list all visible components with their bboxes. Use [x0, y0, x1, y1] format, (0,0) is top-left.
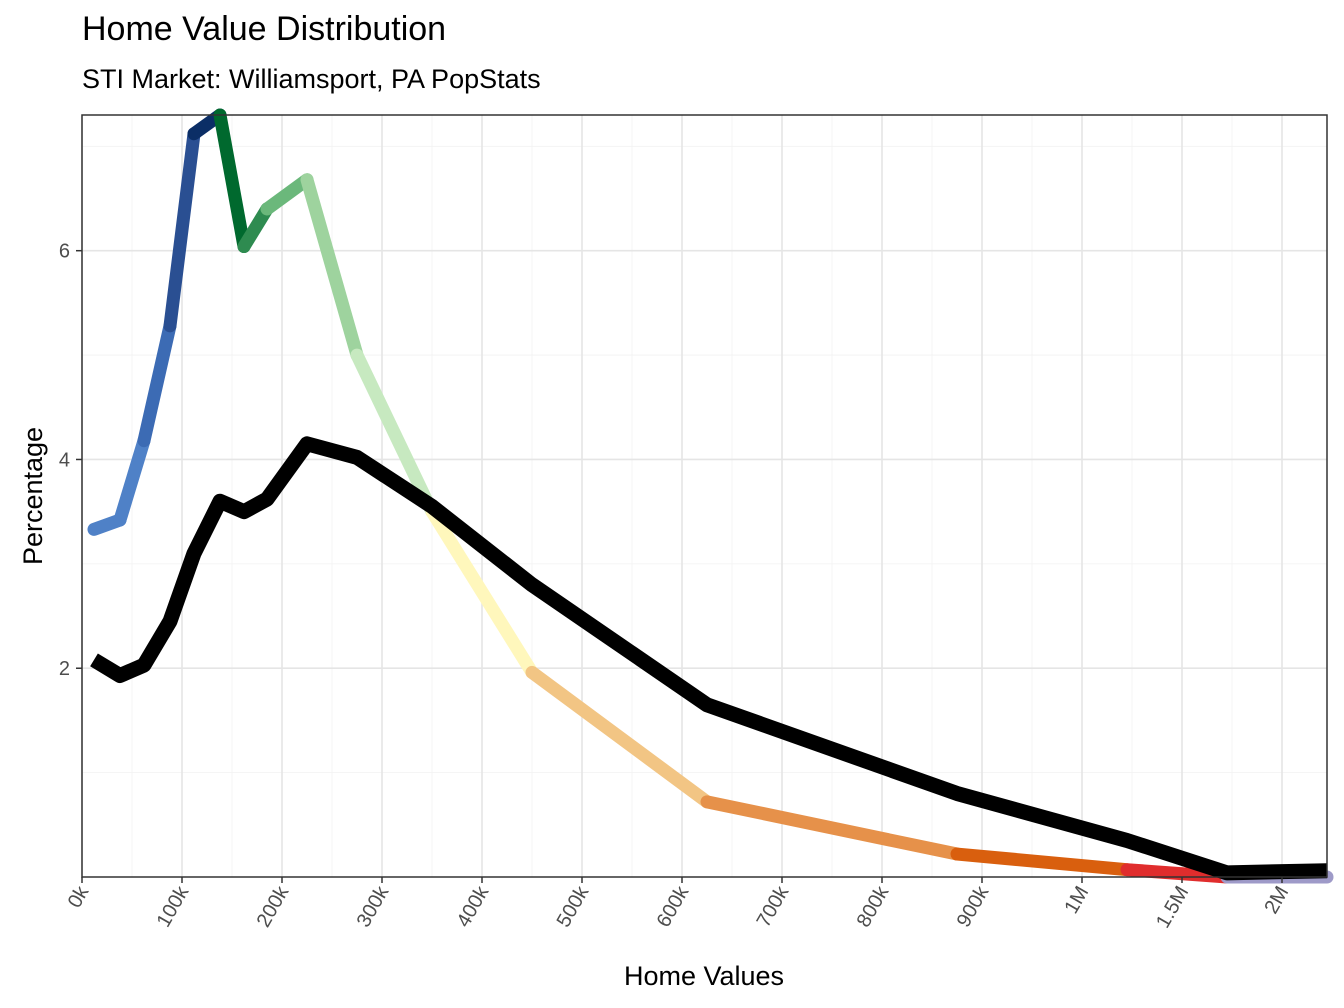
- x-tick-label: 800k: [853, 882, 894, 931]
- market-line-segment: [300, 173, 364, 362]
- market-line-segment: [260, 173, 314, 216]
- chart-title: Home Value Distribution: [82, 10, 447, 48]
- x-tick-label: 400k: [453, 882, 494, 931]
- market-line-segment: [350, 348, 439, 519]
- x-tick-label: 0k: [64, 882, 94, 912]
- market-line-segment: [213, 108, 251, 254]
- x-tick-label: 200k: [253, 882, 294, 931]
- market-line-segment: [163, 127, 201, 333]
- x-axis-ticks: 0k 100k 200k 300k 400k 500k 600k 700k 800k 900k 1M…: [64, 877, 1293, 933]
- x-tick-label: 900k: [953, 882, 994, 931]
- y-tick-label: 6: [59, 241, 70, 263]
- market-line-segment: [425, 505, 539, 679]
- y-tick-label: 2: [59, 658, 70, 680]
- x-tick-label: 100k: [153, 882, 194, 931]
- x-tick-label: 500k: [553, 882, 594, 931]
- plot-panel-border: [81, 114, 1328, 878]
- market-line-segment: [1120, 863, 1234, 884]
- x-tick-label: 1M: [1060, 883, 1093, 918]
- market-line-segment: [137, 319, 177, 448]
- market-line-segment: [525, 665, 714, 809]
- x-axis-title: Home Values: [624, 961, 784, 991]
- market-line-segment: [700, 795, 964, 861]
- x-tick-label: 1.5M: [1152, 883, 1193, 933]
- market-line-segment: [950, 847, 1134, 877]
- market-line-segment: [113, 434, 151, 527]
- x-tick-label: 600k: [653, 882, 694, 931]
- comparison-line: [90, 436, 1328, 881]
- series-lines: [87, 108, 1334, 884]
- market-line-segment: [237, 202, 274, 254]
- x-tick-label: 300k: [353, 882, 394, 931]
- chart-subtitle: STI Market: Williamsport, PA PopStats: [82, 64, 541, 94]
- y-tick-label: 4: [59, 449, 70, 471]
- y-axis-ticks: 2 4 6: [59, 241, 82, 680]
- x-tick-label: 700k: [753, 882, 794, 931]
- x-tick-label: 2M: [1260, 883, 1293, 918]
- y-axis-title: Percentage: [18, 427, 48, 565]
